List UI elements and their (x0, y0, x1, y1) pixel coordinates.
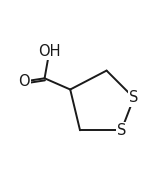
Text: S: S (129, 90, 139, 105)
Text: S: S (117, 123, 126, 138)
Text: OH: OH (38, 44, 61, 58)
Text: O: O (18, 74, 30, 89)
